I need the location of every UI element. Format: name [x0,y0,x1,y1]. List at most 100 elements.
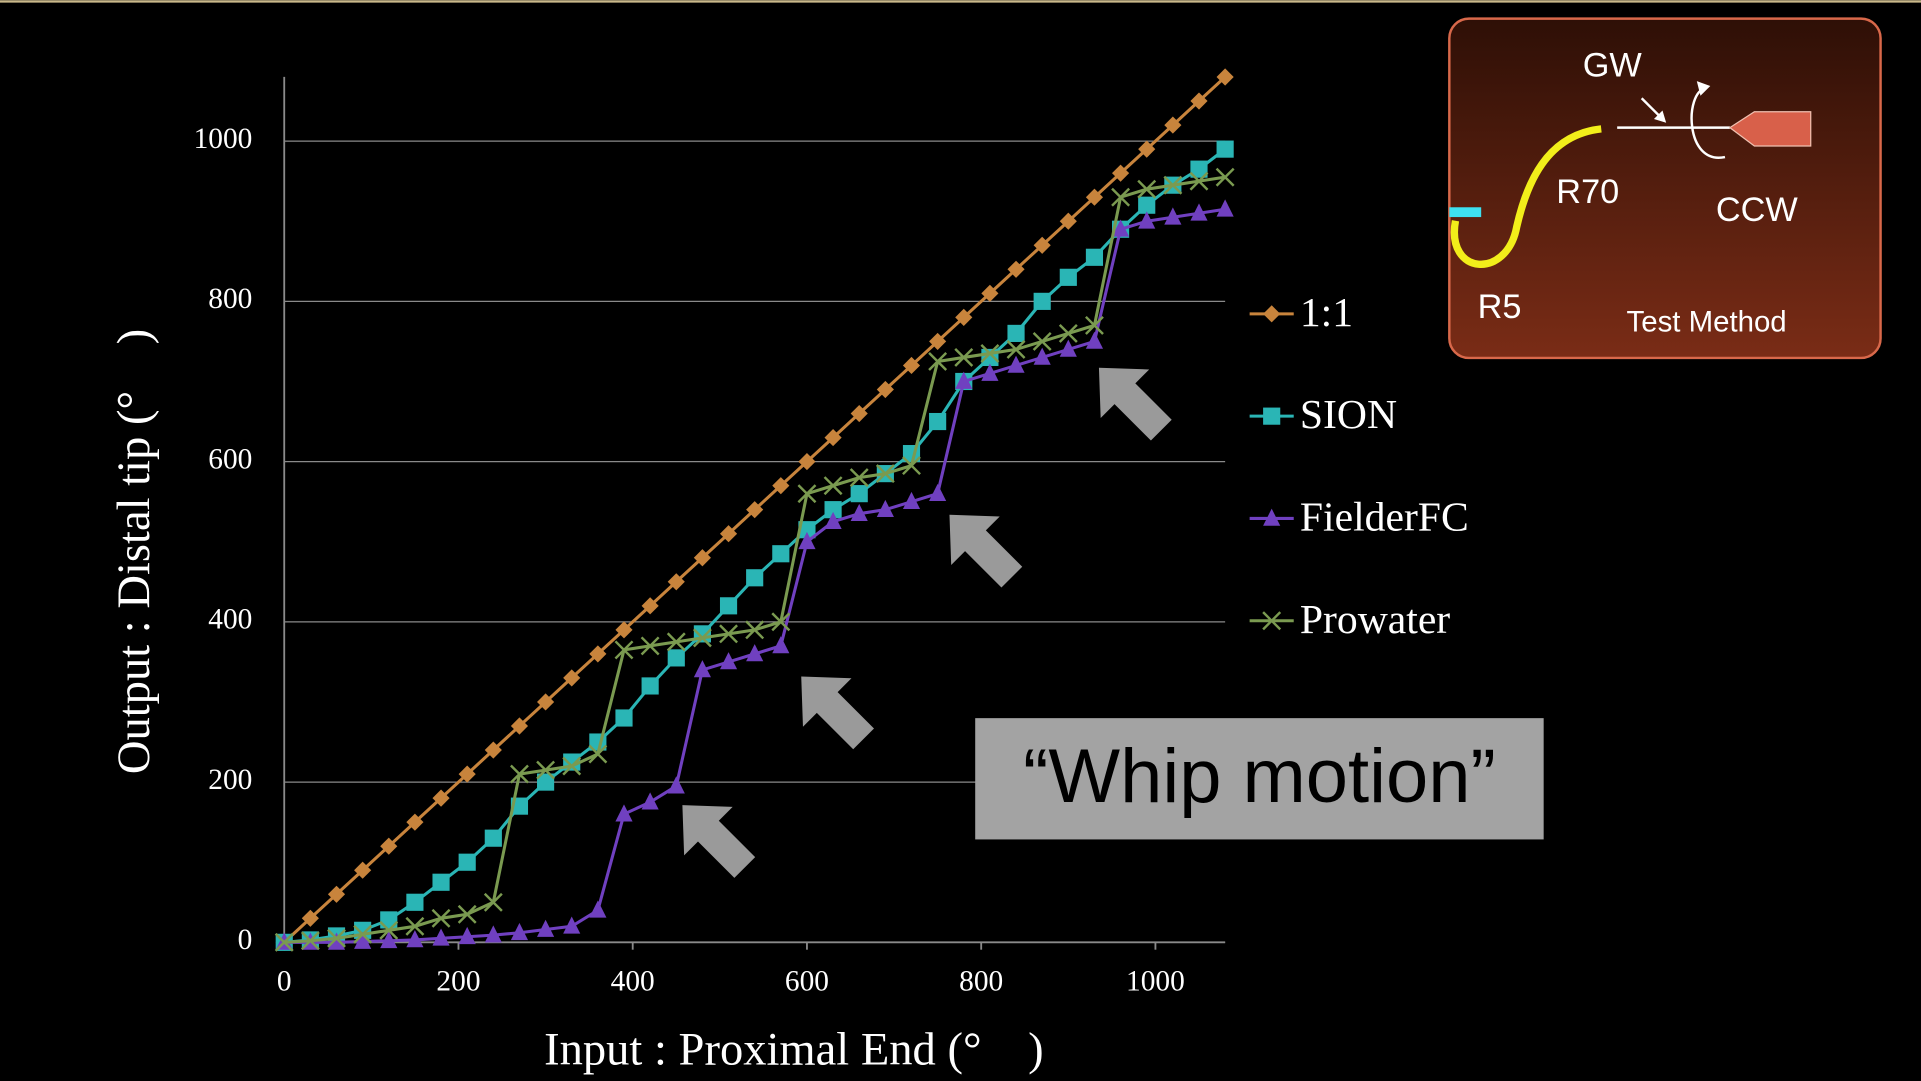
marker [406,893,424,911]
marker [1263,407,1281,425]
marker [537,693,555,711]
x-tick-label: 200 [436,966,480,998]
marker [1189,171,1209,191]
marker [772,636,790,654]
marker [981,363,999,381]
marker [1058,323,1078,343]
legend-label: Prowater [1300,597,1450,643]
marker [1215,167,1235,187]
marker [798,531,816,550]
inset-label: Test Method [1627,305,1787,338]
marker [1033,347,1051,365]
marker [274,932,294,952]
inset-label: R5 [1478,288,1522,326]
marker [563,669,581,687]
marker [902,456,921,476]
plot-area: 0 200 400 600 800 1000 0 200 400 600 800 1000 [194,68,1235,998]
rotation-arc [1690,87,1726,159]
marker [458,926,476,945]
marker [405,916,425,936]
marker [354,931,372,949]
marker [563,916,581,934]
annotation: “Whip motion” [1023,734,1496,819]
marker [1111,187,1131,207]
y-tick-label: 600 [208,443,252,475]
arrow [1098,367,1172,441]
marker [1216,199,1234,217]
marker [614,640,634,660]
series [275,68,1234,951]
marker [1164,207,1182,225]
marker [980,343,1000,363]
marker [615,804,633,822]
marker [484,925,502,943]
x-tick-label: 1000 [1126,966,1185,998]
marker [458,765,476,783]
marker [510,764,529,784]
marker [327,885,346,903]
marker [954,347,974,367]
marker [380,930,398,949]
marker [536,760,556,780]
legend-label: FielderFC [1300,494,1469,540]
marker [353,924,373,944]
wire-tip [1449,207,1482,218]
marker [1216,68,1234,86]
marker [588,744,608,764]
x-tick-label: 400 [611,966,655,998]
wire-curve [1450,125,1602,268]
marker [562,756,582,776]
marker [1059,268,1077,286]
marker [772,545,790,563]
y-tick-label: 0 [238,924,253,956]
marker [589,645,607,663]
marker [1085,315,1104,335]
marker [667,573,685,591]
marker [615,709,633,727]
marker [406,930,424,948]
marker [1006,339,1026,359]
marker [693,660,711,678]
marker [431,908,451,928]
y-tick-label: 400 [208,604,252,636]
marker [1163,175,1183,195]
marker [1032,331,1052,351]
marker [850,503,868,522]
marker [902,491,921,510]
legend-label: SION [1300,392,1397,438]
marker [1164,116,1182,134]
marker [876,499,894,518]
inset-label: CCW [1716,191,1799,229]
annotation-box [975,718,1544,840]
marker [1112,219,1130,237]
marker [849,468,869,488]
legend-label: 1:1 [1300,290,1353,336]
y-tick-label: 800 [208,283,252,315]
gray-arrows [682,367,1172,878]
inset: GW R70 CCW R5 Test Method [1448,17,1882,360]
marker [693,549,711,567]
marker [929,483,947,502]
marker [824,501,842,519]
marker [746,501,764,519]
marker [1216,140,1234,158]
marker [824,511,842,530]
marker [510,717,529,735]
marker [641,792,659,810]
marker [667,776,685,794]
marker [666,632,686,652]
marker [667,649,685,667]
marker [955,308,973,326]
marker [1190,160,1208,178]
marker [458,853,476,871]
marker [380,837,398,855]
marker [1059,339,1077,357]
marker [510,922,529,941]
marker [746,569,764,587]
marker [719,652,738,670]
marker [928,352,948,371]
marker [745,620,765,640]
arrow [801,676,875,750]
marker [457,904,477,924]
